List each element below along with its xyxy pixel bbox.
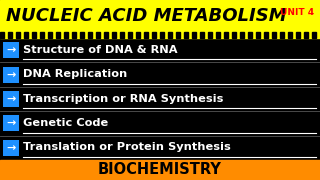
Bar bbox=[72, 32, 76, 38]
Bar bbox=[256, 32, 260, 38]
Bar bbox=[288, 32, 292, 38]
Bar bbox=[264, 32, 268, 38]
Bar bbox=[88, 32, 92, 38]
Bar bbox=[200, 32, 204, 38]
Bar bbox=[3, 67, 19, 83]
Text: →: → bbox=[6, 94, 16, 104]
Bar bbox=[0, 160, 320, 180]
Text: UNIT 4: UNIT 4 bbox=[280, 8, 314, 17]
Bar bbox=[152, 32, 156, 38]
Bar bbox=[312, 32, 316, 38]
Bar bbox=[120, 32, 124, 38]
Bar bbox=[56, 32, 60, 38]
Text: Translation or Protein Synthesis: Translation or Protein Synthesis bbox=[23, 142, 231, 152]
Text: →: → bbox=[6, 118, 16, 128]
Bar bbox=[40, 32, 44, 38]
Bar bbox=[136, 32, 140, 38]
Bar bbox=[0, 32, 4, 38]
Bar bbox=[24, 32, 28, 38]
Bar bbox=[184, 32, 188, 38]
Bar bbox=[304, 32, 308, 38]
Bar bbox=[3, 42, 19, 58]
Bar bbox=[16, 32, 20, 38]
Bar bbox=[8, 32, 12, 38]
Bar bbox=[128, 32, 132, 38]
Text: Genetic Code: Genetic Code bbox=[23, 118, 108, 128]
Bar bbox=[208, 32, 212, 38]
Bar bbox=[48, 32, 52, 38]
Bar bbox=[176, 32, 180, 38]
Bar bbox=[104, 32, 108, 38]
Bar bbox=[96, 32, 100, 38]
Bar bbox=[168, 32, 172, 38]
Bar bbox=[64, 32, 68, 38]
Bar bbox=[240, 32, 244, 38]
Text: DNA Replication: DNA Replication bbox=[23, 69, 127, 79]
Bar bbox=[80, 32, 84, 38]
Bar bbox=[216, 32, 220, 38]
Bar bbox=[3, 91, 19, 107]
Bar bbox=[144, 32, 148, 38]
Bar bbox=[160, 32, 164, 38]
Text: →: → bbox=[6, 70, 16, 80]
Bar bbox=[272, 32, 276, 38]
Text: BIOCHEMISTRY: BIOCHEMISTRY bbox=[98, 163, 222, 177]
Bar bbox=[0, 32, 320, 38]
Bar bbox=[280, 32, 284, 38]
Bar bbox=[0, 0, 320, 32]
Text: Transcription or RNA Synthesis: Transcription or RNA Synthesis bbox=[23, 93, 223, 103]
Text: Structure of DNA & RNA: Structure of DNA & RNA bbox=[23, 45, 178, 55]
Bar bbox=[224, 32, 228, 38]
Bar bbox=[112, 32, 116, 38]
Bar bbox=[248, 32, 252, 38]
Bar bbox=[232, 32, 236, 38]
Text: →: → bbox=[6, 45, 16, 55]
Bar bbox=[3, 140, 19, 156]
Bar bbox=[296, 32, 300, 38]
Bar bbox=[32, 32, 36, 38]
Text: NUCLEIC ACID METABOLISM: NUCLEIC ACID METABOLISM bbox=[6, 7, 287, 25]
Text: →: → bbox=[6, 143, 16, 153]
Bar bbox=[3, 115, 19, 131]
Bar bbox=[192, 32, 196, 38]
